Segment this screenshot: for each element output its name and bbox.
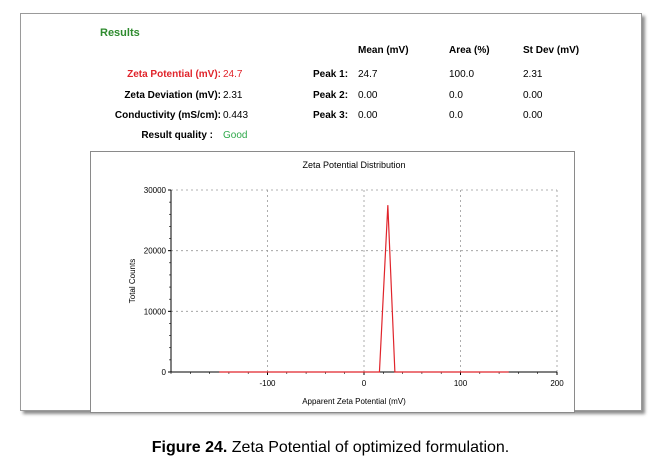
zeta-potential-label: Zeta Potential (mV): — [127, 69, 221, 80]
x-tick-label: 100 — [454, 379, 468, 388]
x-tick-label: 0 — [362, 379, 367, 388]
x-tick-label: -100 — [259, 379, 276, 388]
peak-3-label: Peak 3: — [313, 110, 349, 121]
peak-3-mean: 0.00 — [358, 110, 378, 121]
zeta-distribution-chart: Zeta Potential Distribution Total Counts… — [128, 160, 564, 406]
chart-container: Zeta Potential Distribution Total Counts… — [90, 151, 575, 413]
peak-2-label: Peak 2: — [313, 90, 349, 101]
y-tick-label: 10000 — [144, 307, 167, 316]
peak-2-stdev: 0.00 — [523, 90, 543, 101]
result-quality-label: Result quality : — [141, 130, 213, 141]
figure-number: Figure 24. — [151, 439, 228, 456]
x-tick-label: 200 — [550, 379, 564, 388]
y-tick-label: 30000 — [144, 186, 167, 195]
results-panel: Results Zeta Potential (mV): 24.7 Zeta D… — [20, 13, 642, 413]
stdev-header: St Dev (mV) — [523, 45, 580, 56]
conductivity-label: Conductivity (mS/cm): — [114, 110, 221, 121]
y-tick-label: 20000 — [144, 247, 167, 256]
area-header: Area (%) — [449, 45, 490, 56]
peak-3-stdev: 0.00 — [523, 110, 543, 121]
distribution-series-line — [219, 205, 509, 373]
y-axis-label: Total Counts — [128, 259, 137, 303]
mean-header: Mean (mV) — [358, 45, 409, 56]
chart-title: Zeta Potential Distribution — [302, 160, 405, 170]
y-tick-label: 0 — [162, 368, 167, 377]
x-axis-label: Apparent Zeta Potential (mV) — [302, 397, 406, 406]
result-quality-value: Good — [223, 130, 248, 141]
peak-2-mean: 0.00 — [358, 90, 378, 101]
conductivity-value: 0.443 — [223, 110, 249, 121]
peak-1-label: Peak 1: — [313, 69, 349, 80]
zeta-deviation-label: Zeta Deviation (mV): — [124, 90, 221, 101]
peak-2-area: 0.0 — [449, 90, 463, 101]
results-title: Results — [100, 27, 140, 39]
peak-3-area: 0.0 — [449, 110, 463, 121]
zeta-deviation-value: 2.31 — [223, 90, 243, 101]
peak-1-mean: 24.7 — [358, 69, 378, 80]
peak-1-stdev: 2.31 — [523, 69, 543, 80]
figure-caption: Figure 24. Zeta Potential of optimized f… — [0, 439, 661, 457]
zeta-potential-value: 24.7 — [223, 69, 243, 80]
figure-caption-text: Zeta Potential of optimized formulation. — [227, 439, 510, 456]
peak-1-area: 100.0 — [449, 69, 475, 80]
